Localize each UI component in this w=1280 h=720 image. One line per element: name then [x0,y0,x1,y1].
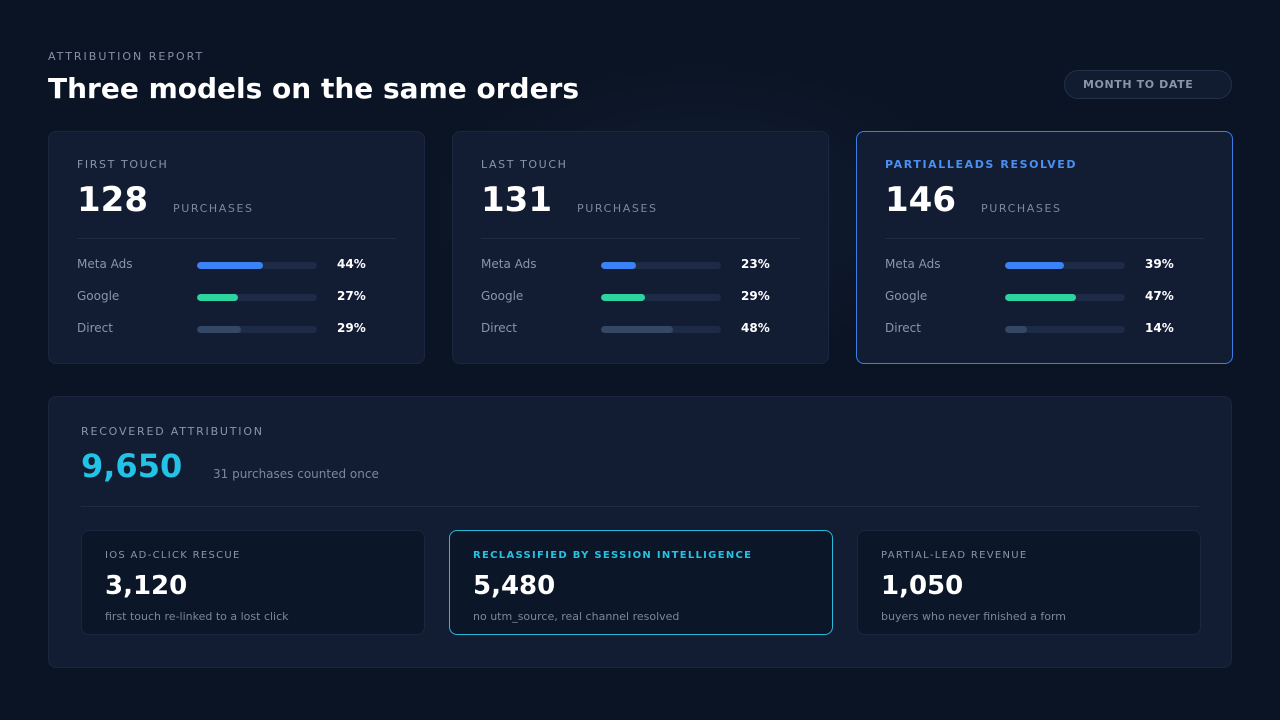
channel-row-direct: Direct 48% [481,320,801,338]
model-purchases-unit: PURCHASES [173,202,254,215]
channel-bar-fill [601,294,646,301]
recovered-total-value: 9,650 [81,447,183,485]
channel-row-google: Google 29% [481,288,801,306]
channel-percent: 29% [741,289,770,303]
ios-ad-click-rescue-card[interactable]: IOS AD-CLICK RESCUE 3,120 first touch re… [81,530,425,635]
sub-card-label: IOS AD-CLICK RESCUE [105,550,241,561]
channel-row-google: Google 27% [77,288,397,306]
channel-percent: 23% [741,257,770,271]
channel-bar-track [197,262,317,269]
channel-name: Google [885,289,928,303]
model-purchases-value: 146 [885,180,956,220]
divider [81,506,1199,507]
channel-percent: 14% [1145,321,1174,335]
channel-name: Meta Ads [885,257,941,271]
channel-percent: 27% [337,289,366,303]
model-purchases-unit: PURCHASES [577,202,658,215]
channel-bar-track [197,326,317,333]
partial-lead-revenue-card[interactable]: PARTIAL-LEAD REVENUE 1,050 buyers who ne… [857,530,1201,635]
sub-card-description: buyers who never finished a form [881,610,1067,623]
channel-bar-fill [601,326,673,333]
model-card-partialleads-resolved[interactable]: PARTIALLEADS RESOLVED 146 PURCHASES Meta… [856,131,1233,364]
model-label: FIRST TOUCH [77,158,169,171]
channel-bar-track [1005,326,1125,333]
channel-percent: 39% [1145,257,1174,271]
channel-bar-fill [197,326,242,333]
channel-bar-fill [1005,326,1027,333]
channel-bar-track [601,262,721,269]
channel-name: Meta Ads [77,257,133,271]
model-label: LAST TOUCH [481,158,568,171]
reclassified-session-intelligence-card[interactable]: RECLASSIFIED BY SESSION INTELLIGENCE 5,4… [449,530,833,635]
sub-card-value: 5,480 [473,571,556,601]
channel-bar-track [601,326,721,333]
channel-percent: 48% [741,321,770,335]
model-label: PARTIALLEADS RESOLVED [885,158,1078,171]
channel-bar-fill [601,262,636,269]
channel-percent: 44% [337,257,366,271]
channel-row-direct: Direct 14% [885,320,1205,338]
channel-bar-track [197,294,317,301]
recovered-label: RECOVERED ATTRIBUTION [81,425,264,438]
recovered-note: 31 purchases counted once [213,467,379,481]
channel-row-direct: Direct 29% [77,320,397,338]
channel-percent: 29% [337,321,366,335]
model-card-first-touch[interactable]: FIRST TOUCH 128 PURCHASES Meta Ads 44% G… [48,131,425,364]
channel-percent: 47% [1145,289,1174,303]
divider [885,238,1204,239]
channel-row-meta-ads: Meta Ads 23% [481,256,801,274]
model-purchases-value: 131 [481,180,552,220]
recovered-attribution-panel: RECOVERED ATTRIBUTION 9,650 31 purchases… [48,396,1232,668]
sub-card-value: 1,050 [881,571,964,601]
channel-name: Meta Ads [481,257,537,271]
channel-bar-track [601,294,721,301]
sub-card-label: RECLASSIFIED BY SESSION INTELLIGENCE [473,550,753,561]
channel-bar-track [1005,262,1125,269]
sub-card-value: 3,120 [105,571,188,601]
sub-card-description: no utm_source, real channel resolved [473,610,680,623]
page-title: Three models on the same orders [48,72,580,105]
channel-row-google: Google 47% [885,288,1205,306]
model-card-last-touch[interactable]: LAST TOUCH 131 PURCHASES Meta Ads 23% Go… [452,131,829,364]
channel-bar-track [1005,294,1125,301]
channel-name: Direct [77,321,113,335]
sub-card-description: first touch re-linked to a lost click [105,610,289,623]
channel-name: Direct [885,321,921,335]
divider [481,238,800,239]
channel-bar-fill [1005,294,1076,301]
sub-card-label: PARTIAL-LEAD REVENUE [881,550,1028,561]
channel-bar-fill [1005,262,1064,269]
divider [77,238,396,239]
channel-name: Google [77,289,120,303]
channel-name: Google [481,289,524,303]
channel-row-meta-ads: Meta Ads 44% [77,256,397,274]
channel-bar-fill [197,294,238,301]
model-purchases-value: 128 [77,180,148,220]
model-purchases-unit: PURCHASES [981,202,1062,215]
channel-row-meta-ads: Meta Ads 39% [885,256,1205,274]
channel-bar-fill [197,262,263,269]
channel-name: Direct [481,321,517,335]
report-eyebrow: ATTRIBUTION REPORT [48,50,205,63]
period-selector[interactable]: MONTH TO DATE [1064,70,1232,99]
